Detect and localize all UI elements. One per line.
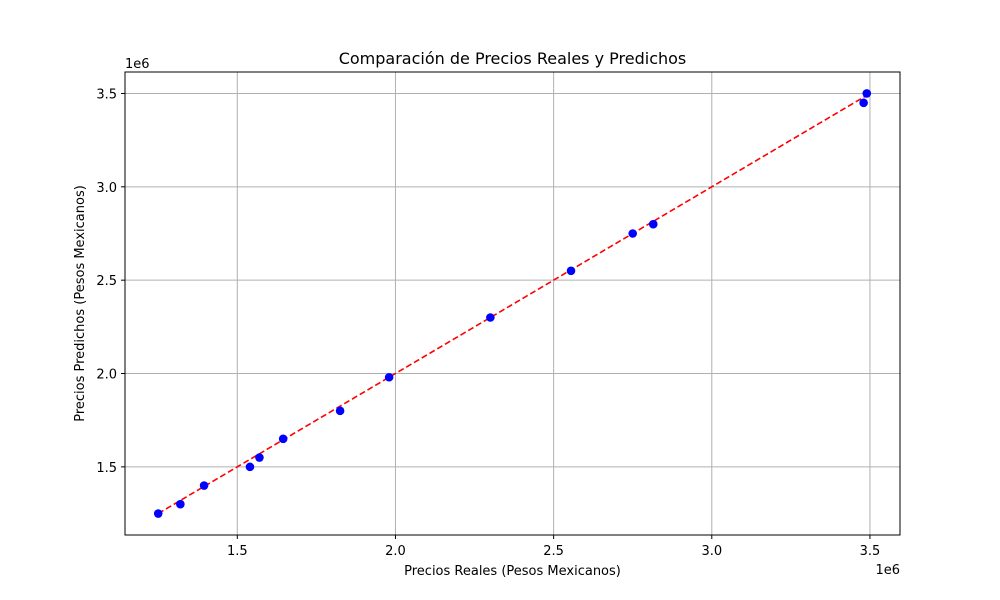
data-point: [862, 89, 872, 98]
y-axis-ticks: 1.5 2.0 2.5 3.0 3.5: [96, 87, 125, 476]
data-point: [199, 481, 209, 490]
y-axis-title: Precios Predichos (Pesos Mexicanos): [73, 185, 88, 422]
y-tick-label: 3.0: [96, 181, 117, 196]
x-tick-label: 1.5: [227, 544, 248, 559]
data-point: [628, 229, 638, 238]
data-point: [255, 453, 264, 462]
points-layer: [153, 89, 872, 518]
data-point: [335, 406, 345, 416]
data-point: [859, 98, 868, 108]
y-tick-label: 2.0: [96, 368, 117, 383]
x-axis-title: Precios Reales (Pesos Mexicanos): [404, 564, 621, 579]
data-point: [245, 462, 255, 472]
y-offset-label: 1e6: [125, 57, 150, 72]
reference-line-layer: [157, 94, 868, 515]
x-tick-label: 3.0: [701, 544, 722, 559]
reference-line: [157, 94, 868, 515]
plot-frame: [124, 71, 901, 536]
x-axis-ticks: 1.5 2.0 2.5 3.0 3.5: [227, 535, 880, 559]
data-point: [566, 266, 576, 276]
x-tick-label: 2.5: [543, 544, 564, 559]
data-point: [153, 509, 163, 518]
data-point: [486, 313, 495, 322]
data-point: [278, 434, 288, 444]
x-tick-label: 3.5: [860, 544, 881, 559]
x-tick-label: 2.0: [385, 544, 406, 559]
data-point: [176, 499, 185, 509]
x-offset-label: 1e6: [875, 563, 900, 578]
data-point: [648, 219, 658, 229]
y-tick-label: 3.5: [96, 87, 117, 102]
chart-title: Comparación de Precios Reales y Predicho…: [339, 49, 687, 68]
data-point: [384, 372, 394, 382]
y-tick-label: 1.5: [96, 461, 117, 476]
y-tick-label: 2.5: [96, 274, 117, 289]
